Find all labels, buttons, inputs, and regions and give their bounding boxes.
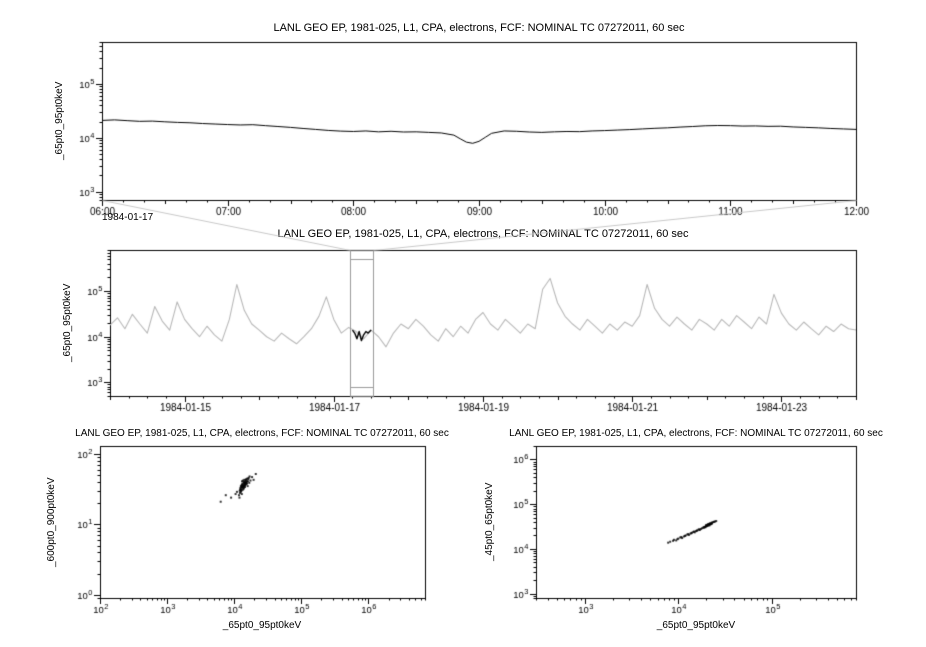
scatter-45-65-plot[interactable] — [448, 428, 918, 642]
y-axis-label: _65pt0_95pt0keV — [62, 283, 73, 363]
plot-title: LANL GEO EP, 1981-025, L1, CPA, electron… — [509, 428, 883, 439]
plot-title: LANL GEO EP, 1981-025, L1, CPA, electron… — [273, 22, 685, 34]
x-axis-date-label: 1984-01-17 — [102, 212, 154, 223]
y-axis-label: _600pt0_900pt0keV — [46, 477, 57, 567]
y-axis-label: _45pt0_65pt0keV — [484, 482, 495, 562]
scatter-600-900-plot[interactable] — [18, 428, 442, 642]
y-axis-label: _65pt0_95pt0keV — [54, 81, 65, 161]
x-axis-label: _65pt0_95pt0keV — [222, 620, 302, 631]
panel-scatter-600-900: LANL GEO EP, 1981-025, L1, CPA, electron… — [18, 428, 449, 642]
plot-title: LANL GEO EP, 1981-025, L1, CPA, electron… — [277, 228, 689, 240]
timeseries-context-plot[interactable] — [56, 228, 918, 434]
panel-timeseries-context: LANL GEO EP, 1981-025, L1, CPA, electron… — [56, 228, 918, 434]
timeseries-zoom-plot[interactable] — [56, 12, 918, 230]
x-axis-label: _65pt0_95pt0keV — [656, 620, 736, 631]
plot-title: LANL GEO EP, 1981-025, L1, CPA, electron… — [75, 428, 449, 439]
panel-scatter-45-65: LANL GEO EP, 1981-025, L1, CPA, electron… — [448, 428, 918, 642]
panel-timeseries-zoom: LANL GEO EP, 1981-025, L1, CPA, electron… — [54, 12, 918, 230]
